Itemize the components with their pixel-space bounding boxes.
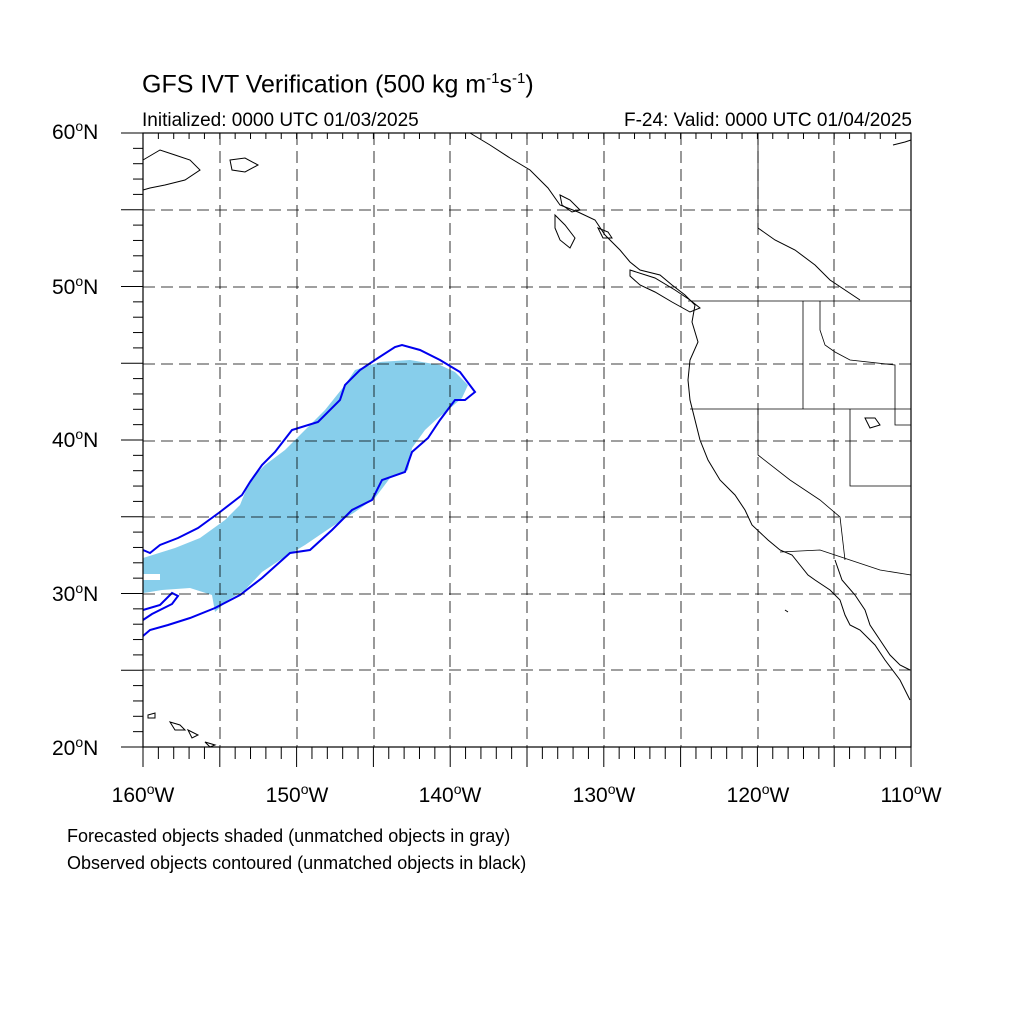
lon-label-120w: 120oW	[726, 781, 790, 807]
caption-observed: Observed objects contoured (unmatched ob…	[67, 853, 527, 873]
lat-label-50n: 50oN	[52, 273, 99, 299]
valid-time: F-24: Valid: 0000 UTC 01/04/2025	[624, 110, 912, 131]
grid-lines	[143, 133, 911, 747]
lat-label-40n: 40oN	[52, 426, 99, 452]
coastlines	[142, 132, 912, 748]
initialized-time: Initialized: 0000 UTC 01/03/2025	[142, 110, 419, 131]
lon-label-150w: 150oW	[265, 781, 329, 807]
lon-label-140w: 140oW	[418, 781, 482, 807]
lon-label-160w: 160oW	[111, 781, 175, 807]
lat-label-30n: 30oN	[52, 580, 99, 606]
forecast-ivt-notch	[143, 574, 160, 580]
tick-marks	[121, 132, 912, 767]
caption-forecast: Forecasted objects shaded (unmatched obj…	[67, 826, 511, 846]
lat-label-60n: 60oN	[52, 118, 99, 144]
chart-title: GFS IVT Verification (500 kg m-1s-1)	[142, 70, 534, 99]
lon-label-130w: 130oW	[572, 781, 636, 807]
observed-ivt-object	[142, 343, 477, 637]
political-boundaries	[688, 133, 912, 576]
lat-label-20n: 20oN	[52, 734, 99, 760]
lon-label-110w: 110oW	[880, 781, 942, 807]
forecast-ivt-object	[143, 360, 468, 612]
observed-ivt-inner	[142, 591, 180, 621]
